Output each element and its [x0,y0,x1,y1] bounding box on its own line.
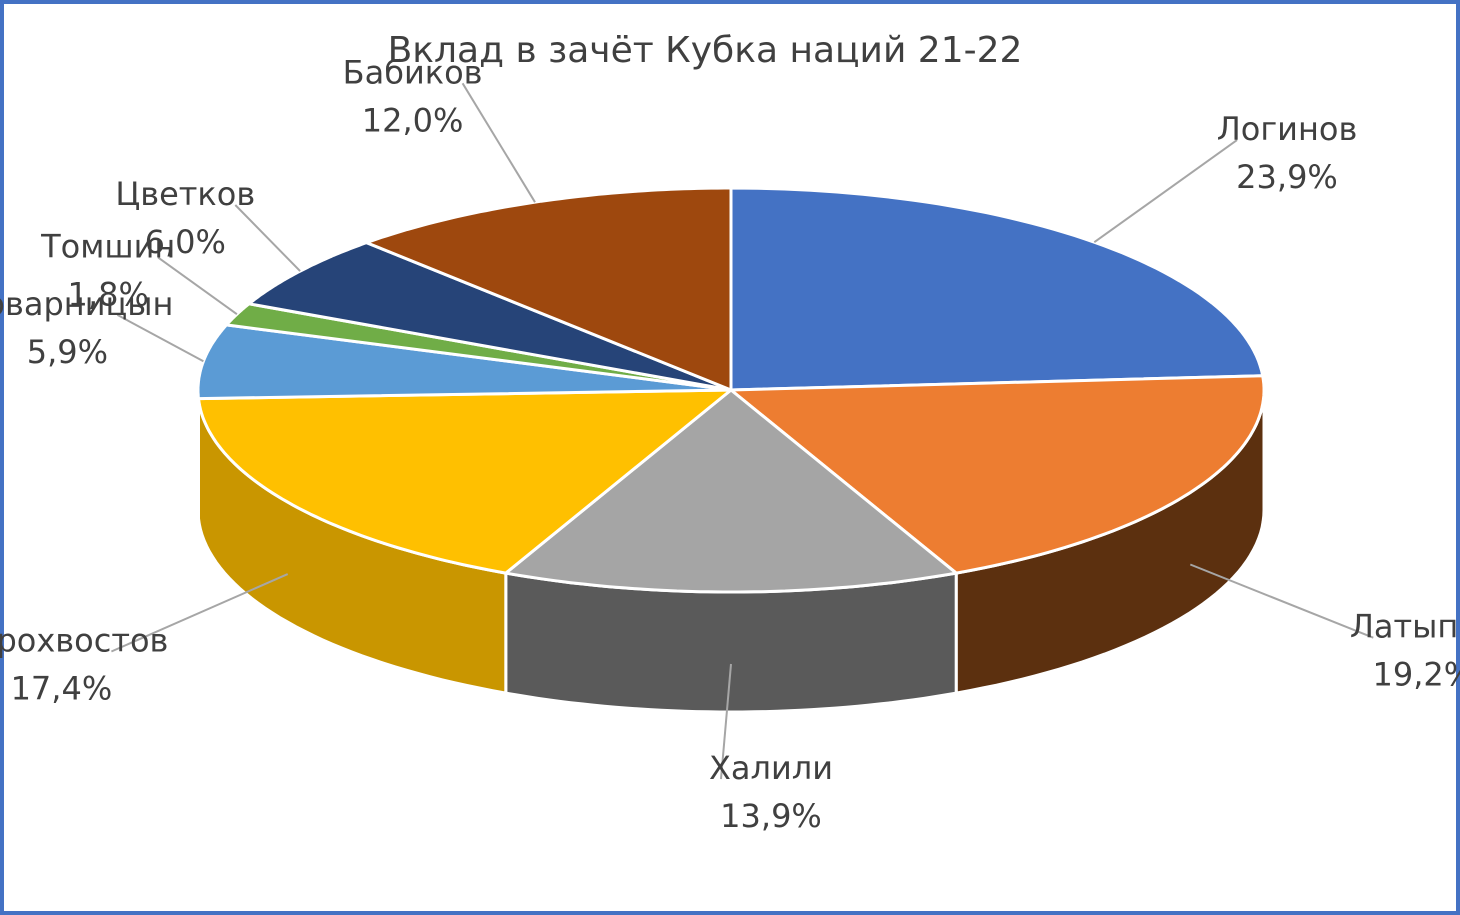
slice-value-label-3: 17,4% [11,670,113,708]
slice-name-label-4: Поварницын [0,285,173,323]
data-label-group: Логинов 23,9% Латыпов 19,2% Халили 13,9% Серох… [0,53,1460,835]
leader-line-7 [461,82,536,203]
slice-name-label-0: Логинов [1217,110,1358,148]
slice-name-label-5: Томшин [40,228,175,266]
leader-line-0 [1093,139,1238,244]
leader-line-group [110,82,1374,780]
pie-slice-1 [729,374,1266,575]
leader-line-4 [116,314,204,363]
slice-name-label-2: Халили [709,749,833,787]
leader-line-5 [157,256,238,316]
leader-line-1 [1189,563,1374,639]
leader-line-3 [110,573,289,653]
slice-value-label-5: 1,8% [68,276,149,314]
leader-line-6 [234,204,301,272]
pie-top-group [196,186,1266,594]
slice-name-label-6: Цветков [115,175,255,213]
leader-line-2 [720,663,732,780]
pie-slice-3 [197,388,733,575]
pie-slice-0 [729,186,1265,392]
chart-title: Вклад в зачёт Кубка наций 21-22 [388,30,1023,71]
slice-value-label-0: 23,9% [1236,158,1338,196]
slice-value-label-1: 19,2% [1372,656,1460,694]
slice-value-label-6: 6,0% [145,223,226,261]
slice-name-label-7: Бабиков [343,53,483,91]
slice-name-label-1: Латыпов [1350,608,1460,646]
slice-value-label-2: 13,9% [720,797,822,835]
pie-side-4 [196,390,200,519]
slice-value-label-4: 5,9% [27,333,108,371]
pie-slice-2 [504,388,958,594]
pie-side-2 [504,571,958,714]
slice-name-label-3: Серохвостов [0,622,168,660]
slice-value-label-7: 12,0% [362,101,464,139]
